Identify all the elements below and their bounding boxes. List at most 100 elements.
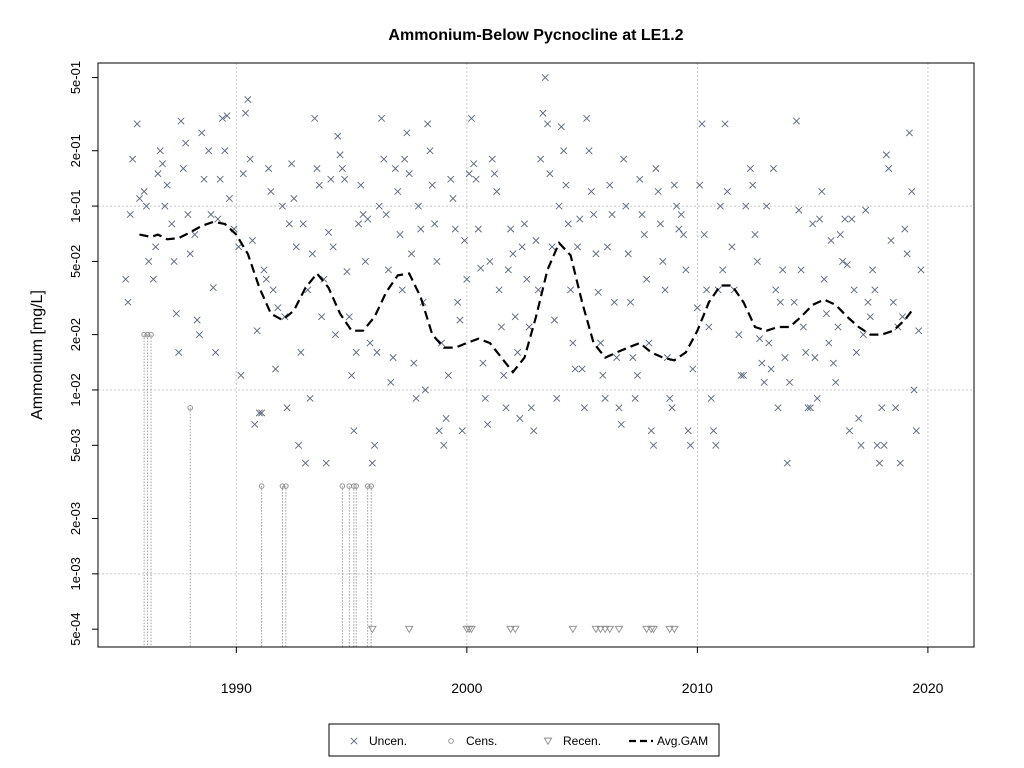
uncensored-point [133,120,141,128]
uncensored-point [163,181,171,189]
uncensored-point [666,394,674,402]
uncensored-point [412,394,420,402]
uncensored-point [244,95,252,103]
uncensored-point [343,268,351,276]
uncensored-point [751,231,759,239]
uncensored-point [723,188,731,196]
uncensored-point [661,286,669,294]
uncensored-point [405,170,413,178]
uncensored-point [645,339,653,347]
y-tick-label: 5e-04 [68,613,83,646]
uncensored-point [769,165,777,173]
uncensored-point [680,231,688,239]
uncensored-point [428,181,436,189]
uncensored-point [813,394,821,402]
recensored-point [665,625,675,634]
censored-point [364,483,371,489]
uncensored-point [822,310,830,318]
uncensored-point [760,378,768,386]
uncensored-point [869,266,877,274]
uncensored-point [177,117,185,125]
uncensored-point [387,378,395,386]
uncensored-point [242,109,250,117]
uncensored-point [765,339,773,347]
uncensored-point [373,348,381,356]
uncensored-point [357,181,365,189]
uncensored-point [590,210,598,219]
uncensored-point [742,202,750,210]
uncensored-point [892,404,900,412]
uncensored-point [126,210,134,219]
uncensored-point [795,206,803,214]
legend-uncensored-icon [350,737,358,745]
uncensored-point [827,236,835,245]
uncensored-point [878,404,886,412]
uncensored-point [739,371,747,379]
uncensored-point [320,275,328,283]
uncensored-point [583,114,591,122]
uncensored-point [746,165,754,173]
uncensored-point [903,250,911,258]
recensored-point [568,625,578,634]
censored-point [141,331,147,338]
censored-point [148,331,154,338]
censored-stems [143,334,372,647]
uncensored-point [511,313,519,321]
recensored-point [649,625,658,634]
uncensored-point [269,286,277,294]
uncensored-point [435,427,443,435]
uncensored-point [467,114,475,122]
uncensored-point [880,441,888,449]
uncensored-point [562,181,570,189]
uncensored-point [472,175,480,183]
uncensored-point [684,427,692,435]
uncensored-point [905,129,913,137]
uncensored-point [129,155,137,163]
uncensored-point [829,359,837,367]
uncensored-point [871,286,879,294]
uncensored-point [818,188,826,196]
uncensored-point [525,323,533,331]
legend-label: Recen. [563,734,601,748]
uncensored-point [756,335,764,343]
censored-point [339,483,346,489]
uncensored-point [908,188,916,196]
uncensored-point [753,257,761,265]
uncensored-point [668,404,676,412]
uncensored-point [901,225,909,233]
uncensored-point [700,231,708,239]
y-tick-label: 1e-01 [68,189,83,222]
uncensored-point [882,151,890,159]
uncensored-point [175,348,183,356]
uncensored-point [212,348,220,356]
uncensored-point [401,155,409,163]
uncensored-point [398,286,406,294]
uncensored-point [677,210,685,219]
uncensored-point [338,165,346,173]
uncensored-point [315,181,323,189]
uncensored-point [504,266,512,274]
uncensored-point [371,441,379,449]
x-tick-label: 2010 [682,680,713,696]
uncensored-point [737,371,745,379]
censored-point [351,483,357,489]
uncensored-point [537,155,545,163]
uncensored-point [193,316,201,324]
uncensored-point [207,210,215,219]
uncensored-point [910,386,918,394]
censored-point [368,483,374,489]
uncensored-point [380,155,388,163]
censored-point [353,483,359,489]
uncensored-point [792,117,801,125]
recensored-point [669,625,679,634]
uncensored-point [145,257,153,265]
uncensored-point [322,459,330,467]
uncensored-point [384,266,392,274]
uncensored-point [629,354,637,362]
uncensored-point [258,409,266,417]
uncensored-point [214,215,222,223]
uncensored-point [615,404,623,412]
uncensored-point [548,243,556,251]
uncensored-point [152,243,160,251]
uncensored-point [488,155,496,163]
